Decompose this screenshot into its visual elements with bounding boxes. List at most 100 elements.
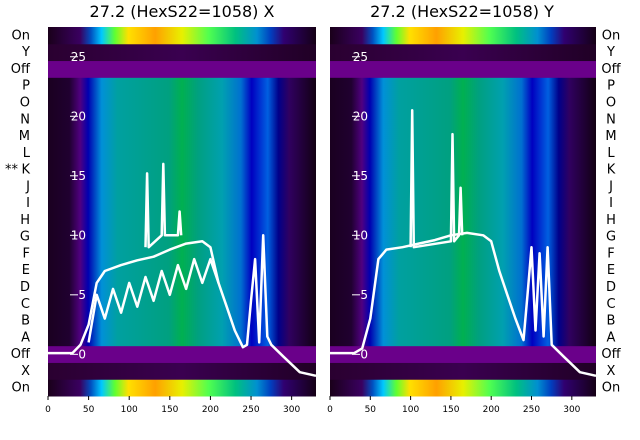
heatmap-row xyxy=(48,27,316,45)
heatmap-row xyxy=(330,127,596,145)
y-tick-label: 20 xyxy=(71,109,86,123)
x-tick-label: 50 xyxy=(83,405,95,415)
heatmap-row xyxy=(48,110,316,129)
heatmap-row xyxy=(330,211,596,229)
row-label: Y xyxy=(606,45,615,60)
row-label: P xyxy=(22,79,30,94)
heatmap-row xyxy=(48,194,316,212)
row-label: M xyxy=(19,129,30,144)
row-label: C xyxy=(606,297,615,312)
row-label: H xyxy=(20,213,30,228)
row-label: L xyxy=(23,146,31,161)
x-tick-label: 200 xyxy=(483,405,500,415)
heatmap-row xyxy=(48,211,316,229)
heatmap-row xyxy=(48,94,316,112)
heatmap-row xyxy=(330,345,596,363)
heatmap-row xyxy=(48,245,316,263)
row-label: B xyxy=(607,314,616,329)
row-label: A xyxy=(607,330,616,345)
row-label: X xyxy=(607,364,616,379)
row-label: F xyxy=(23,246,30,261)
series-line xyxy=(87,257,220,343)
row-label: Off xyxy=(601,62,621,77)
series-line xyxy=(144,162,183,249)
row-label: B xyxy=(21,314,30,329)
heatmap-row xyxy=(330,144,596,162)
heatmap-row xyxy=(330,110,596,129)
row-label: G xyxy=(606,230,616,245)
heatmap-row xyxy=(330,379,596,397)
row-label: K xyxy=(607,163,616,178)
y-tick-label: 25 xyxy=(353,50,368,64)
x-tick-label: 0 xyxy=(327,405,333,415)
heatmap-row xyxy=(48,60,316,78)
x-tick-label: 150 xyxy=(442,405,459,415)
row-label: M xyxy=(605,129,616,144)
row-label: D xyxy=(606,280,616,295)
x-tick-label: 100 xyxy=(402,405,419,415)
row-label: H xyxy=(606,213,616,228)
row-label: O xyxy=(606,95,616,110)
heatmap-row xyxy=(48,295,316,313)
x-tick-label: 250 xyxy=(523,405,540,415)
row-label: J xyxy=(25,179,30,194)
heatmap-row xyxy=(48,362,316,380)
series-line xyxy=(330,231,597,378)
row-label: F xyxy=(607,246,614,261)
row-marker: ** xyxy=(5,163,19,178)
row-label: C xyxy=(21,297,30,312)
x-tick-label: 250 xyxy=(242,405,259,415)
row-label: E xyxy=(607,263,615,278)
heatmap-row xyxy=(330,77,596,95)
heatmap-row xyxy=(330,177,596,196)
row-label: Off xyxy=(11,62,31,77)
heatmap-row xyxy=(48,228,316,246)
heatmap-row xyxy=(48,144,316,162)
heatmap-row xyxy=(330,278,596,296)
heatmap-row xyxy=(330,60,596,78)
heatmap-row xyxy=(330,362,596,380)
x-tick-label: 300 xyxy=(283,405,300,415)
row-label: On xyxy=(602,381,620,396)
row-label: I xyxy=(609,196,613,211)
row-label: O xyxy=(20,95,30,110)
x-tick-label: 0 xyxy=(45,405,51,415)
chart-panel-2: 27.2 (HexS22=1058) Y On X Off ABCDEFGHIJKLMN… xyxy=(327,2,621,415)
heatmap-row xyxy=(48,177,316,196)
heatmap-row xyxy=(48,77,316,95)
heatmap-row xyxy=(330,194,596,212)
row-label: X xyxy=(21,364,30,379)
heatmap-row xyxy=(330,94,596,112)
x-tick-label: 50 xyxy=(365,405,377,415)
row-label: N xyxy=(20,112,30,127)
series-line xyxy=(409,109,464,249)
row-label: On xyxy=(12,381,30,396)
x-tick-label: 200 xyxy=(202,405,219,415)
heatmap-row xyxy=(48,278,316,296)
heatmap-row xyxy=(330,312,596,330)
row-label: Y xyxy=(21,45,30,60)
y-tick-label: 10 xyxy=(71,228,86,242)
heatmap-row xyxy=(330,245,596,263)
y-tick-label: 15 xyxy=(71,169,86,183)
row-label: On xyxy=(602,28,620,43)
heatmap-row xyxy=(330,228,596,246)
row-label: Off xyxy=(11,347,31,362)
heatmap-row xyxy=(48,43,316,62)
heatmap-row xyxy=(48,161,316,179)
y-tick-label: 25 xyxy=(71,50,86,64)
heatmap-row xyxy=(330,328,596,347)
heatmap-row xyxy=(330,261,596,280)
row-label: L xyxy=(607,146,615,161)
heatmap-row xyxy=(330,161,596,179)
heatmap-row xyxy=(48,345,316,363)
chart-title: 27.2 (HexS22=1058) X xyxy=(90,2,275,21)
y-tick-label: 5 xyxy=(78,288,86,302)
heatmap-row xyxy=(48,127,316,145)
y-tick-label: 0 xyxy=(360,347,368,361)
row-label: J xyxy=(608,179,613,194)
y-tick-label: 5 xyxy=(360,288,368,302)
y-tick-label: 10 xyxy=(353,228,368,242)
